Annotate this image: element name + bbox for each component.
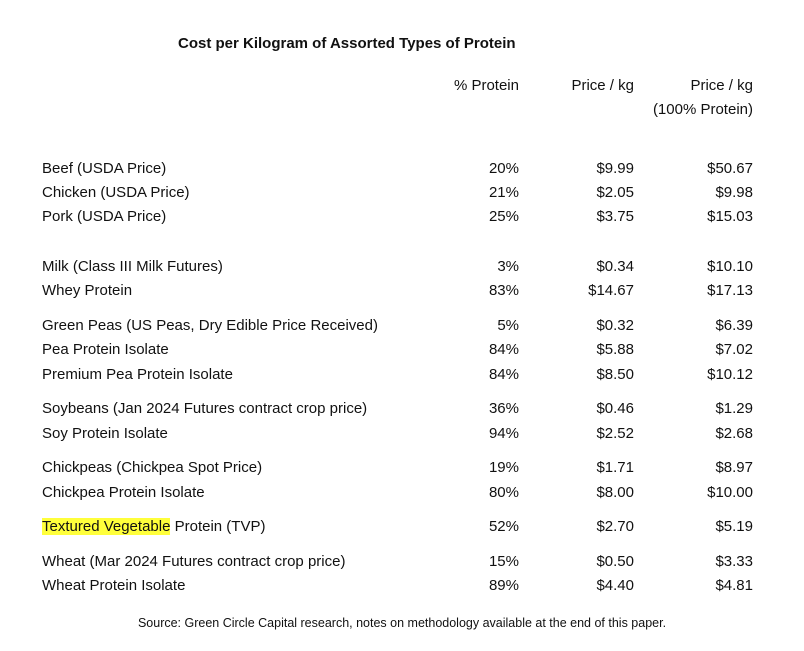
row-name-text: Chicken (USDA Price) (42, 184, 190, 201)
row-price-per-kg: $14.67 (588, 282, 634, 299)
table-row: Pork (USDA Price) 25% $3.75 $15.03 (0, 208, 804, 230)
row-price-100-protein: $10.12 (707, 366, 753, 383)
row-pct-protein: 21% (488, 184, 519, 201)
row-name: Whey Protein (42, 282, 132, 299)
row-name: Wheat (Mar 2024 Futures contract crop pr… (42, 553, 345, 570)
row-name: Chickpea Protein Isolate (42, 484, 205, 501)
row-price-100-protein: $7.02 (715, 341, 753, 358)
row-name-text: Green Peas (US Peas, Dry Edible Price Re… (42, 317, 378, 334)
row-price-100-protein: $1.29 (715, 400, 753, 417)
row-name-text: Beef (USDA Price) (42, 160, 167, 177)
table-row: Chickpeas (Chickpea Spot Price) 19% $1.71 $… (0, 459, 804, 481)
table-row: Pea Protein Isolate 84% $5.88 $7.02 (0, 341, 804, 363)
row-pct-protein: 19% (488, 459, 519, 476)
header-price-100-line2: (100% Protein) (652, 101, 753, 118)
table-row: Wheat Protein Isolate 89% $4.40 $4.81 (0, 577, 804, 599)
row-price-per-kg: $8.50 (596, 366, 634, 383)
table-row: Soy Protein Isolate 94% $2.52 $2.68 (0, 425, 804, 447)
page-title: Cost per Kilogram of Assorted Types of P… (178, 35, 516, 52)
row-name: Soy Protein Isolate (42, 425, 168, 442)
row-name: Wheat Protein Isolate (42, 577, 185, 594)
row-name-text: Soy Protein Isolate (42, 425, 168, 442)
row-price-100-protein: $6.39 (715, 317, 753, 334)
row-price-100-protein: $10.10 (707, 258, 753, 275)
header-price-per-kg: Price / kg (571, 77, 634, 94)
row-price-100-protein: $2.68 (715, 425, 753, 442)
row-name: Chickpeas (Chickpea Spot Price) (42, 459, 262, 476)
row-pct-protein: 20% (488, 160, 519, 177)
source-note: Source: Green Circle Capital research, n… (137, 616, 667, 630)
row-price-per-kg: $1.71 (596, 459, 634, 476)
row-pct-protein: 84% (488, 366, 519, 383)
table-row: Beef (USDA Price) 20% $9.99 $50.67 (0, 160, 804, 182)
row-pct-protein: 89% (488, 577, 519, 594)
header-price-100-line1: Price / kg (690, 77, 753, 94)
row-price-100-protein: $17.13 (707, 282, 753, 299)
row-name-text: Wheat Protein Isolate (42, 577, 186, 594)
row-price-100-protein: $9.98 (715, 184, 753, 201)
row-name: Milk (Class III Milk Futures) (42, 258, 223, 275)
row-pct-protein: 5% (497, 317, 519, 334)
row-name: Chicken (USDA Price) (42, 184, 190, 201)
table-row: Whey Protein 83% $14.67 $17.13 (0, 282, 804, 304)
row-pct-protein: 80% (488, 484, 519, 501)
row-name: Green Peas (US Peas, Dry Edible Price Re… (42, 317, 378, 334)
table-row: Chickpea Protein Isolate 80% $8.00 $10.00 (0, 484, 804, 506)
row-name: Soybeans (Jan 2024 Futures contract crop… (42, 400, 367, 417)
highlighted-text: Textured Vegetable (42, 518, 171, 535)
row-name-text: Premium Pea Protein Isolate (42, 366, 233, 383)
row-price-100-protein: $10.00 (707, 484, 753, 501)
row-price-100-protein: $50.67 (707, 160, 753, 177)
row-name-text: Pork (USDA Price) (42, 208, 167, 225)
row-price-per-kg: $9.99 (596, 160, 634, 177)
row-name: Textured Vegetable Protein (TVP) (42, 518, 265, 535)
row-pct-protein: 36% (488, 400, 519, 417)
row-name-text: Protein (TVP) (170, 518, 266, 535)
row-price-100-protein: $15.03 (707, 208, 753, 225)
row-name: Pork (USDA Price) (42, 208, 166, 225)
row-pct-protein: 84% (488, 341, 519, 358)
row-pct-protein: 52% (488, 518, 519, 535)
row-name: Beef (USDA Price) (42, 160, 166, 177)
row-price-100-protein: $8.97 (715, 459, 753, 476)
row-name-text: Chickpeas (Chickpea Spot Price) (42, 459, 263, 476)
row-price-per-kg: $5.88 (596, 341, 634, 358)
table-row: Premium Pea Protein Isolate 84% $8.50 $10.1… (0, 366, 804, 388)
row-price-100-protein: $5.19 (715, 518, 753, 535)
row-price-per-kg: $0.50 (596, 553, 634, 570)
row-name: Pea Protein Isolate (42, 341, 169, 358)
table-row: Green Peas (US Peas, Dry Edible Price Re… (0, 317, 804, 339)
table-row: Chicken (USDA Price) 21% $2.05 $9.98 (0, 184, 804, 206)
table-row: Milk (Class III Milk Futures) 3% $0.34 $10.… (0, 258, 804, 280)
row-price-per-kg: $4.40 (596, 577, 634, 594)
header-pct-protein: % Protein (453, 77, 519, 94)
row-price-per-kg: $0.34 (596, 258, 634, 275)
row-pct-protein: 94% (488, 425, 519, 442)
row-price-per-kg: $2.05 (596, 184, 634, 201)
row-name-text: Whey Protein (42, 282, 133, 299)
row-price-per-kg: $3.75 (596, 208, 634, 225)
row-name: Premium Pea Protein Isolate (42, 366, 233, 383)
table-row: Wheat (Mar 2024 Futures contract crop pr… (0, 553, 804, 575)
row-pct-protein: 83% (488, 282, 519, 299)
row-price-100-protein: $3.33 (715, 553, 753, 570)
row-name-text: Soybeans (Jan 2024 Futures contract crop… (42, 400, 368, 417)
row-name-text: Pea Protein Isolate (42, 341, 169, 358)
row-price-per-kg: $0.46 (596, 400, 634, 417)
row-name-text: Chickpea Protein Isolate (42, 484, 205, 501)
row-price-100-protein: $4.81 (715, 577, 753, 594)
row-pct-protein: 3% (497, 258, 519, 275)
row-price-per-kg: $2.70 (596, 518, 634, 535)
row-price-per-kg: $2.52 (596, 425, 634, 442)
row-name-text: Milk (Class III Milk Futures) (42, 258, 223, 275)
row-name-text: Wheat (Mar 2024 Futures contract crop pr… (42, 553, 346, 570)
row-pct-protein: 25% (488, 208, 519, 225)
row-price-per-kg: $0.32 (596, 317, 634, 334)
table-row: Textured Vegetable Protein (TVP) 52% $2.70… (0, 518, 804, 540)
row-pct-protein: 15% (488, 553, 519, 570)
row-price-per-kg: $8.00 (596, 484, 634, 501)
table-row: Soybeans (Jan 2024 Futures contract crop… (0, 400, 804, 422)
